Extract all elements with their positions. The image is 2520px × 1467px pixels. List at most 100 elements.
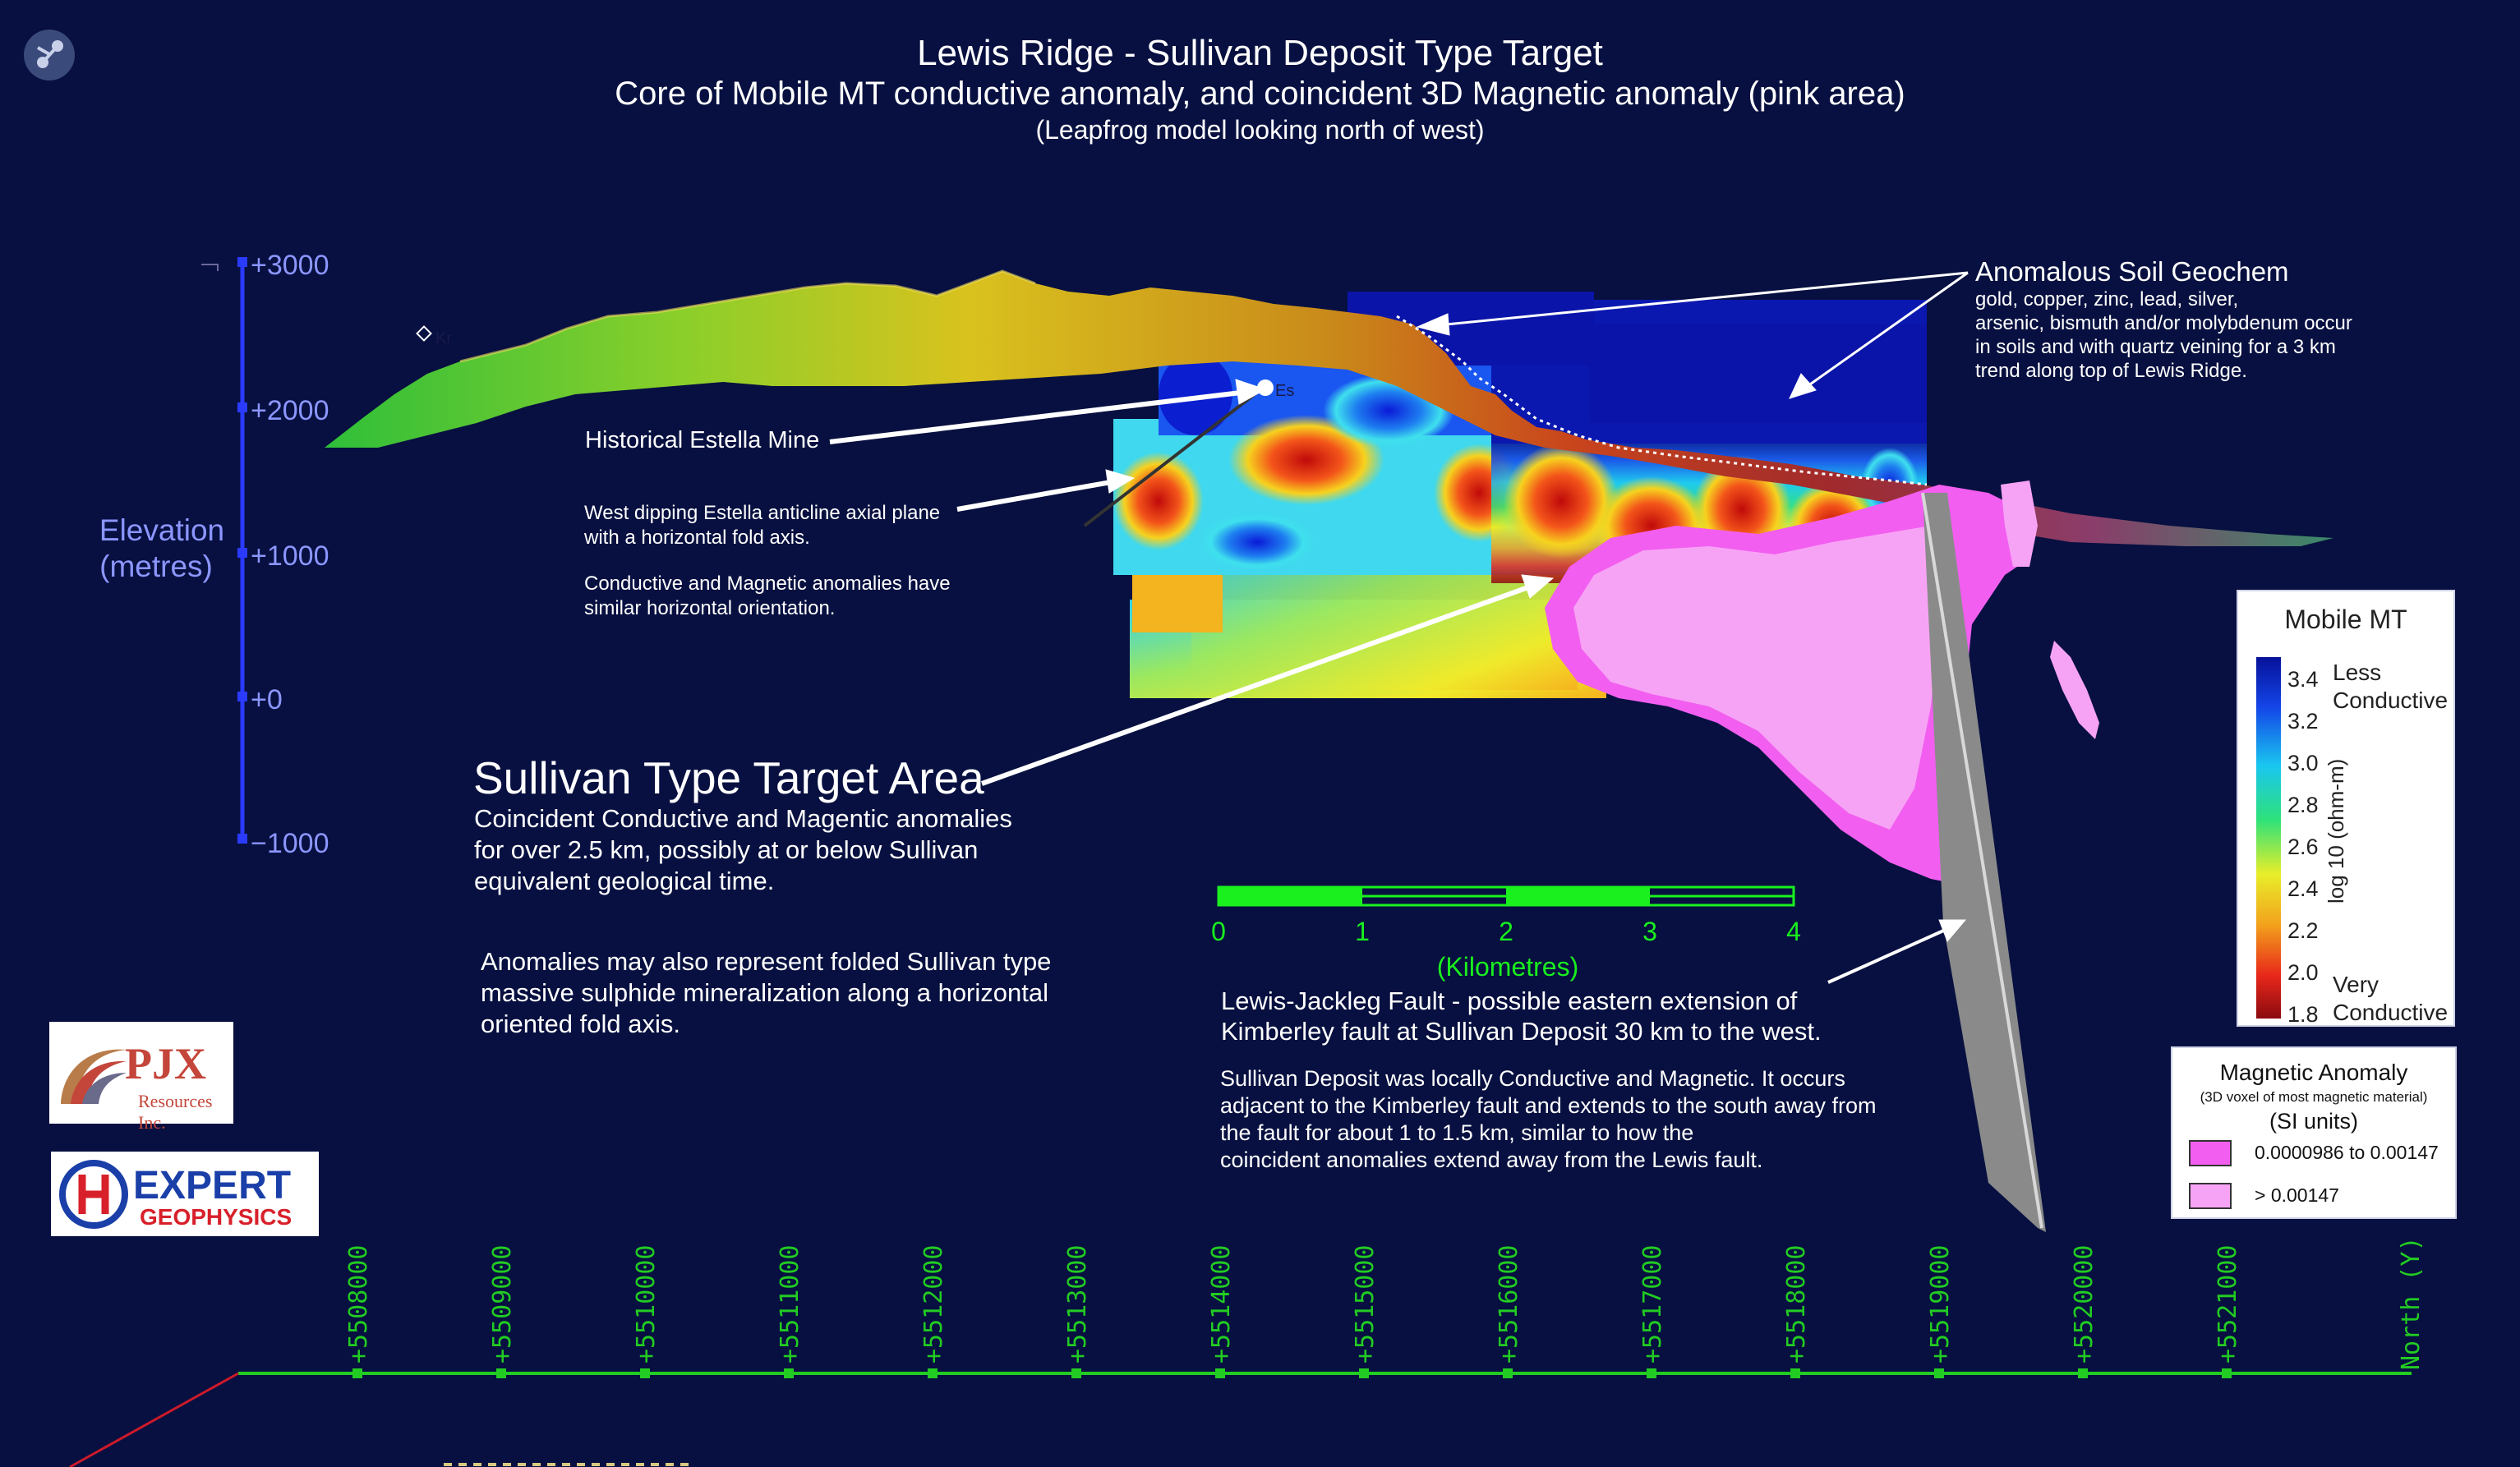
north-tick-label: +5516000: [1495, 1245, 1523, 1364]
expert-logo-text: EXPERT: [133, 1164, 292, 1207]
elevation-tick-0: +0: [251, 684, 283, 715]
elevation-label-line1: Elevation: [99, 513, 224, 547]
north-tick-mark: [784, 1368, 794, 1378]
mt-less-label: Less Conductive: [2333, 660, 2449, 713]
north-tick-label: +5517000: [1638, 1245, 1667, 1364]
scale-tick-4: 4: [1786, 917, 1801, 946]
orientation-line1: Conductive and Magnetic anomalies have: [584, 573, 951, 595]
north-tick-mark: [352, 1368, 362, 1378]
elevation-tick-1000: +1000: [251, 540, 329, 572]
soil-line4: trend along top of Lewis Ridge.: [1975, 360, 2247, 382]
scale-tick-2: 2: [1499, 917, 1513, 946]
mag-swatch-2: [2189, 1183, 2232, 1209]
pjx-logo-text: PJX: [125, 1039, 206, 1088]
scale-tick-1: 1: [1355, 917, 1370, 946]
north-tick-mark: [640, 1368, 650, 1378]
estella-anticline-note: West dipping Estella anticline axial pla…: [584, 501, 951, 621]
mt-tick-label: 3.2: [2287, 709, 2319, 734]
target-line2: for over 2.5 km, possibly at or below Su…: [474, 835, 979, 864]
kr-marker-label: Kr: [435, 329, 452, 347]
scale-unit-label: (Kilometres): [1437, 952, 1578, 982]
mag-legend-subtitle: (3D voxel of most magnetic material): [2200, 1089, 2428, 1105]
north-axis-label: North (Y): [2397, 1236, 2426, 1370]
estella-anticline-line1: West dipping Estella anticline axial pla…: [584, 502, 941, 524]
north-tick-mark: [1071, 1368, 1081, 1378]
page-title: Lewis Ridge - Sullivan Deposit Type Targ…: [917, 33, 1603, 73]
soil-geochem-title: Anomalous Soil Geochem: [1975, 256, 2289, 287]
mt-legend-title: Mobile MT: [2284, 605, 2407, 634]
soil-geochem-text: gold, copper, zinc, lead, silver, arseni…: [1975, 287, 2352, 383]
north-tick-mark: [1503, 1368, 1513, 1378]
target-area-text: Coincident Conductive and Magentic anoma…: [474, 803, 1012, 897]
mt-tick-label: 3.0: [2287, 751, 2319, 775]
target-area-title: Sullivan Type Target Area: [473, 752, 984, 803]
mt-tick-label: 2.0: [2287, 960, 2319, 985]
orientation-line2: similar horizontal orientation.: [584, 597, 836, 619]
mag-legend-title: Magnetic Anomaly: [2219, 1060, 2408, 1085]
magnetic-legend: Magnetic Anomaly (3D voxel of most magne…: [2171, 1046, 2457, 1219]
sullivan-line1: Sullivan Deposit was locally Conductive …: [1220, 1066, 1845, 1091]
folded-line1: Anomalies may also represent folded Sull…: [481, 947, 1052, 976]
elevation-axis: +3000 +2000 +1000 +0 −1000 Elevation (me…: [99, 250, 329, 859]
sullivan-line3: the fault for about 1 to 1.5 km, similar…: [1220, 1120, 1694, 1145]
expert-globe-icon: [59, 1160, 128, 1229]
mine-marker-label: Es: [1275, 382, 1294, 400]
historical-mine-label: Historical Estella Mine: [585, 427, 820, 453]
north-tick-label: +5510000: [632, 1245, 661, 1364]
scale-tick-3: 3: [1642, 917, 1657, 946]
north-tick-label: +5518000: [1782, 1245, 1811, 1364]
sullivan-line2: adjacent to the Kimberley fault and exte…: [1220, 1093, 1877, 1118]
mobile-mt-legend: Mobile MT 3.4 3.2 3.0 2.8 2.6 2.4 2.2 2.0 1.8 Le…: [2237, 590, 2455, 1027]
scale-bar: 0 1 2 3 4 (Kilometres): [1211, 885, 1801, 982]
north-tick-label: +5519000: [1926, 1245, 1955, 1364]
expert-geophysics-logo[interactable]: EXPERT GEOPHYSICS: [51, 1152, 319, 1236]
folded-line2: massive sulphide mineralization along a …: [481, 978, 1048, 1007]
north-tick-label: +5508000: [344, 1245, 373, 1364]
mt-colorbar: [2256, 657, 2281, 1019]
mt-very-label: Very Conductive: [2333, 972, 2449, 1025]
elevation-tick-minus1000: −1000: [251, 828, 329, 859]
scale-tick-0: 0: [1211, 917, 1226, 946]
north-tick-mark: [1934, 1368, 1944, 1378]
north-tick-mark: [1790, 1368, 1800, 1378]
north-tick-label: +5514000: [1207, 1245, 1236, 1364]
elevation-tick-3000: +3000: [251, 250, 329, 281]
estella-anticline-line2: with a horizontal fold axis.: [584, 527, 810, 549]
mag-item-1-label: 0.0000986 to 0.00147: [2255, 1142, 2439, 1163]
north-tick-mark: [1215, 1368, 1225, 1378]
north-tick-mark: [2078, 1368, 2088, 1378]
mt-tick-label: 3.4: [2287, 667, 2319, 692]
soil-line3: in soils and with quartz veining for a 3…: [1975, 336, 2336, 358]
page-subtitle-2: (Leapfrog model looking north of west): [1035, 115, 1485, 145]
folded-note: Anomalies may also represent folded Sull…: [481, 946, 1051, 1040]
folded-line3: oriented fold axis.: [481, 1009, 680, 1038]
north-tick-label: +5513000: [1063, 1245, 1092, 1364]
soil-line1: gold, copper, zinc, lead, silver,: [1975, 288, 2239, 310]
fault-line1: Lewis-Jackleg Fault - possible eastern e…: [1221, 986, 1798, 1015]
target-line3: equivalent geological time.: [474, 867, 775, 895]
pjx-logo-subtext: Resources Inc.: [138, 1091, 213, 1133]
north-tick-mark: [928, 1368, 938, 1378]
app-logo-icon[interactable]: [24, 30, 75, 80]
mt-tick-label: 2.4: [2287, 876, 2319, 901]
north-tick-label: +5520000: [2070, 1245, 2098, 1364]
north-tick-label: +5521000: [2214, 1245, 2242, 1364]
mag-item-2-label: > 0.00147: [2255, 1184, 2339, 1206]
north-tick-mark: [1359, 1368, 1369, 1378]
north-tick-label: +5509000: [488, 1245, 517, 1364]
target-line1: Coincident Conductive and Magentic anoma…: [474, 804, 1012, 833]
elevation-label-line2: (metres): [99, 550, 213, 583]
expert-logo-subtext: GEOPHYSICS: [140, 1204, 293, 1230]
terrain-surface: [325, 269, 2333, 546]
north-tick-mark: [496, 1368, 506, 1378]
mt-axis-label: log 10 (ohm-m): [2324, 758, 2348, 904]
pjx-logo[interactable]: PJX Resources Inc.: [49, 1022, 233, 1133]
north-tick-label: +5511000: [776, 1245, 804, 1364]
mt-tick-label: 2.2: [2287, 918, 2319, 943]
elevation-tick-2000: +2000: [251, 395, 329, 426]
kr-marker[interactable]: Kr: [416, 325, 453, 347]
sullivan-line4: coincident anomalies extend away from th…: [1220, 1147, 1763, 1172]
mag-legend-units: (SI units): [2269, 1109, 2359, 1134]
magnetic-anomaly-voxel: [1545, 481, 2099, 887]
